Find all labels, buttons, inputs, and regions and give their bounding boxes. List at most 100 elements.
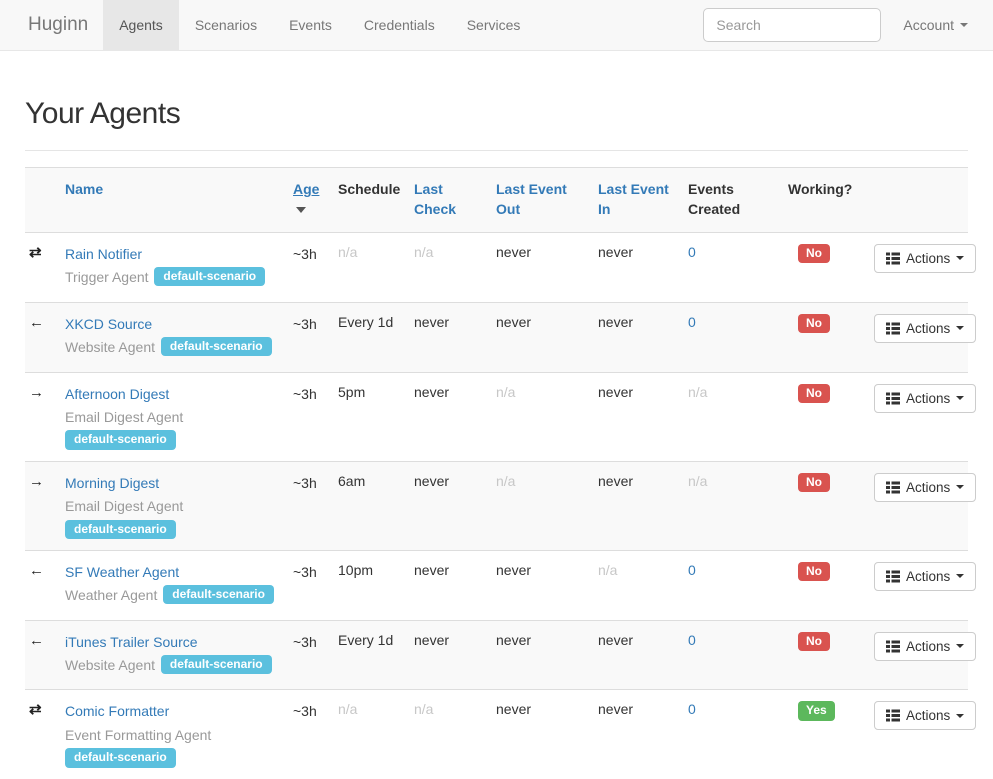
events-created-link: n/a [688,473,707,489]
agent-name-link[interactable]: Comic Formatter [65,703,169,719]
sort-header-name[interactable]: Name [65,181,103,197]
agent-name-link[interactable]: Rain Notifier [65,246,142,262]
events-created-link[interactable]: 0 [688,314,696,330]
agent-type-label: Website Agent [65,339,155,355]
th-list-icon [886,570,900,583]
agent-name-link[interactable]: XKCD Source [65,316,152,332]
sort-header-last-event-in[interactable]: Last Event In [598,181,669,217]
page-title: Your Agents [25,97,968,131]
actions-label: Actions [906,321,950,336]
last-check-value: never [406,461,488,550]
table-row: → Afternoon Digest Email Digest Agent de… [25,372,968,461]
header-events-created: Events Created [680,168,780,233]
table-row: → Morning Digest Email Digest Agent defa… [25,461,968,550]
account-label: Account [903,17,954,33]
table-header-row: Name Age Schedule Last Check Last Event … [25,168,968,233]
scenario-badge[interactable]: default-scenario [163,585,274,604]
events-created-link[interactable]: 0 [688,244,696,260]
scenario-badge[interactable]: default-scenario [65,748,176,767]
working-status-badge: No [798,384,830,403]
th-list-icon [886,322,900,335]
age-value: ~3h [293,475,317,491]
last-event-out-value: never [488,550,590,620]
actions-dropdown-button[interactable]: Actions [874,244,976,273]
actions-label: Actions [906,480,950,495]
actions-label: Actions [906,639,950,654]
flow-header [25,168,57,233]
actions-dropdown-button[interactable]: Actions [874,632,976,661]
search-input[interactable] [703,8,881,42]
agent-type-label: Event Formatting Agent [65,727,211,743]
chevron-down-icon [960,23,968,27]
schedule-value: 5pm [330,372,406,461]
last-event-in-value: n/a [590,550,680,620]
agents-table: Name Age Schedule Last Check Last Event … [25,167,968,779]
last-check-value: never [406,620,488,690]
schedule-value: 10pm [330,550,406,620]
events-created-link[interactable]: 0 [688,701,696,717]
last-event-in-value: never [590,302,680,372]
actions-header [866,168,968,233]
working-status-badge: No [798,244,830,263]
arrow-left-icon: ← [29,632,44,649]
actions-dropdown-button[interactable]: Actions [874,314,976,343]
table-row: ⇄ Rain Notifier Trigger Agent default-sc… [25,232,968,302]
age-value: ~3h [293,386,317,402]
working-status-badge: No [798,632,830,651]
agent-name-link[interactable]: iTunes Trailer Source [65,634,198,650]
nav-tab-agents[interactable]: Agents [103,0,179,50]
nav-tab-events[interactable]: Events [273,0,348,50]
actions-dropdown-button[interactable]: Actions [874,473,976,502]
sort-header-last-check[interactable]: Last Check [414,181,456,217]
arrow-left-icon: ← [29,562,44,579]
last-check-value: never [406,550,488,620]
chevron-down-icon [956,714,964,718]
scenario-badge[interactable]: default-scenario [154,267,265,286]
arrow-right-icon: → [29,384,44,401]
arrow-right-icon: → [29,473,44,490]
chevron-down-icon [956,256,964,260]
scenario-badge[interactable]: default-scenario [65,520,176,539]
agent-name-link[interactable]: Afternoon Digest [65,386,169,402]
events-created-link[interactable]: 0 [688,562,696,578]
brand-huginn[interactable]: Huginn [0,0,103,50]
page-container: Your Agents Name Age Schedule Last Check… [0,97,993,779]
table-row: ← iTunes Trailer Source Website Agent de… [25,620,968,690]
agent-type-label: Email Digest Agent [65,498,183,514]
age-value: ~3h [293,703,317,719]
transfer-icon: ⇄ [29,244,42,261]
account-dropdown[interactable]: Account [903,17,968,33]
scenario-badge[interactable]: default-scenario [161,337,272,356]
age-value: ~3h [293,564,317,580]
nav-tab-services[interactable]: Services [451,0,537,50]
scenario-badge[interactable]: default-scenario [161,655,272,674]
sort-direction-icon [296,207,306,213]
actions-dropdown-button[interactable]: Actions [874,384,976,413]
th-list-icon [886,481,900,494]
agent-name-link[interactable]: SF Weather Agent [65,564,179,580]
actions-dropdown-button[interactable]: Actions [874,701,976,730]
header-schedule: Schedule [330,168,406,233]
scenario-badge[interactable]: default-scenario [65,430,176,449]
actions-dropdown-button[interactable]: Actions [874,562,976,591]
age-value: ~3h [293,634,317,650]
th-list-icon [886,709,900,722]
table-row: ← XKCD Source Website Agent default-scen… [25,302,968,372]
events-created-link[interactable]: 0 [688,632,696,648]
agent-name-link[interactable]: Morning Digest [65,475,159,491]
last-event-out-value: never [488,232,590,302]
last-event-in-value: never [590,232,680,302]
actions-label: Actions [906,391,950,406]
transfer-icon: ⇄ [29,701,42,718]
last-event-out-value: n/a [488,461,590,550]
actions-label: Actions [906,251,950,266]
sort-header-last-event-out[interactable]: Last Event Out [496,181,567,217]
last-check-value: n/a [406,690,488,779]
nav-tab-scenarios[interactable]: Scenarios [179,0,273,50]
sort-header-age[interactable]: Age [293,181,319,197]
last-event-out-value: never [488,690,590,779]
last-event-out-value: never [488,302,590,372]
top-navbar: Huginn Agents Scenarios Events Credentia… [0,0,993,51]
nav-tab-credentials[interactable]: Credentials [348,0,451,50]
agent-type-label: Trigger Agent [65,269,149,285]
